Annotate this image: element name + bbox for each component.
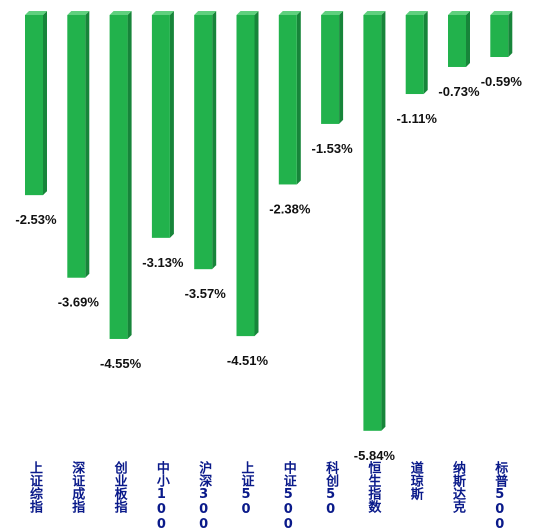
bar-side-9: [381, 11, 386, 431]
category-label-6: 上证50: [238, 461, 254, 517]
category-label-4: 中小100: [153, 461, 169, 532]
bar-2: [67, 11, 90, 278]
value-label-9: -5.84%: [354, 448, 396, 463]
bar-6: [236, 11, 259, 337]
bar-top-11: [448, 11, 470, 15]
value-label-12: -0.59%: [481, 74, 523, 89]
bar-top-12: [490, 11, 513, 15]
bar-side-6: [254, 11, 259, 337]
bar-top-3: [109, 11, 132, 15]
bars-group: [25, 11, 513, 431]
value-label-8: -1.53%: [311, 141, 353, 156]
category-label-2: 深证成指: [69, 461, 85, 513]
bar-top-8: [321, 11, 344, 15]
value-label-6: -4.51%: [227, 353, 269, 368]
bar-side-5: [212, 11, 217, 270]
bar-side-3: [127, 11, 132, 339]
bar-top-1: [25, 11, 47, 15]
category-label-9: 恒生指数: [365, 461, 381, 513]
category-label-3: 创业板指: [111, 461, 127, 513]
value-labels-group: -2.53% -3.69% -4.55% -3.13% -3.57% -4.51% -2.3…: [15, 74, 522, 463]
category-label-10: 道琼斯: [407, 461, 423, 500]
bar-top-10: [405, 11, 428, 15]
bar-7: [278, 11, 301, 185]
value-label-3: -4.55%: [100, 356, 142, 371]
bar-side-1: [43, 11, 47, 196]
bar-front-12: [490, 15, 509, 58]
bar-top-2: [67, 11, 90, 15]
category-label-5: 沪深300: [196, 461, 212, 532]
bar-top-7: [278, 11, 301, 15]
bar-side-7: [296, 11, 301, 185]
bar-1: [25, 11, 47, 196]
bar-front-6: [236, 15, 255, 337]
bar-top-6: [236, 11, 259, 15]
bar-5: [194, 11, 217, 270]
bar-top-5: [194, 11, 217, 15]
category-label-12: 标普500: [492, 461, 508, 532]
bar-top-9: [363, 11, 386, 15]
bar-front-8: [321, 15, 340, 124]
bar-front-2: [67, 15, 86, 278]
value-label-2: -3.69%: [58, 295, 100, 310]
value-label-7: -2.38%: [269, 201, 311, 216]
bar-side-11: [466, 11, 470, 67]
bar-side-4: [169, 11, 174, 238]
bar-front-11: [448, 15, 466, 67]
bar-11: [448, 11, 470, 67]
bar-side-12: [508, 11, 513, 58]
category-label-1: 上证综指: [27, 461, 42, 513]
bar-10: [405, 11, 428, 95]
bar-top-4: [151, 11, 174, 15]
bar-side-10: [423, 11, 428, 95]
bar-3: [109, 11, 132, 339]
bar-front-5: [194, 15, 213, 270]
bar-4: [151, 11, 174, 238]
bar-side-8: [339, 11, 344, 124]
bar-front-4: [151, 15, 170, 238]
bar-front-10: [405, 15, 424, 95]
bar-front-7: [278, 15, 297, 185]
bar-front-9: [363, 15, 382, 431]
value-label-1: -2.53%: [15, 212, 57, 227]
category-label-7: 中证500: [280, 461, 296, 532]
bar-side-2: [85, 11, 90, 278]
value-label-10: -1.11%: [396, 111, 437, 126]
value-label-11: -0.73%: [438, 84, 480, 99]
category-label-11: 纳斯达克: [450, 461, 465, 513]
bar-front-1: [25, 15, 43, 196]
bar-front-3: [109, 15, 128, 339]
bar-9: [363, 11, 386, 431]
category-label-8: 科创50: [323, 461, 339, 517]
bar-12: [490, 11, 513, 58]
bar-8: [321, 11, 344, 124]
value-label-5: -3.57%: [185, 286, 227, 301]
value-label-4: -3.13%: [142, 255, 184, 270]
